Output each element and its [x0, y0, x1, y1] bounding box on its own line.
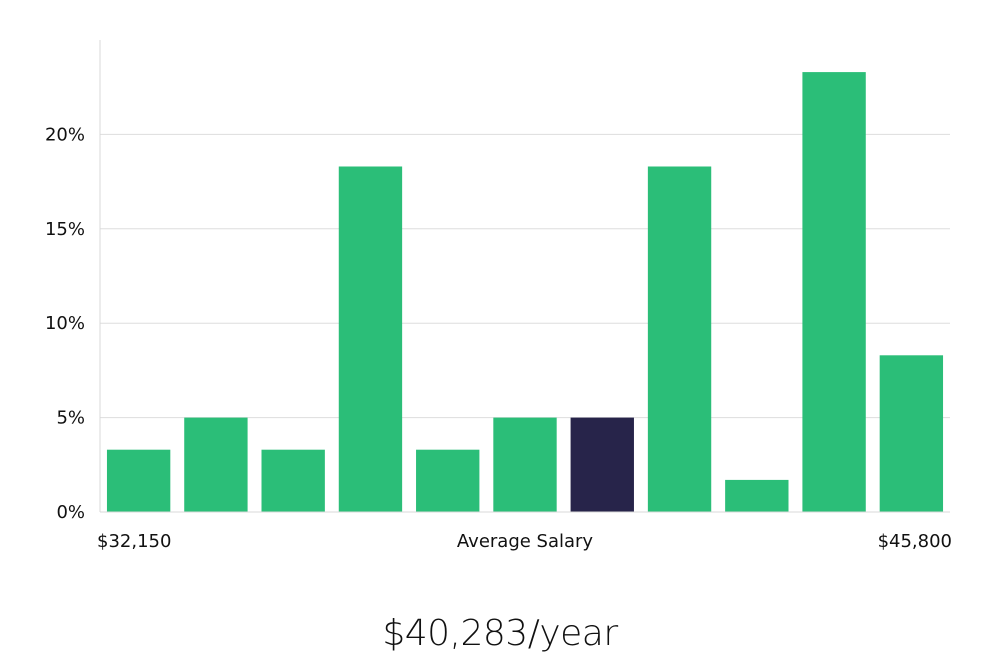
- bar-highlighted: [570, 417, 634, 512]
- y-tick-label: 0%: [56, 502, 85, 523]
- chart-svg: 0% 5% 10% 15% 20% $32,150 Average Salary $45,80…: [45, 40, 952, 552]
- bar: [647, 166, 712, 512]
- average-salary-value: $40,283/year: [382, 613, 618, 654]
- bar: [725, 479, 789, 512]
- axis-labels: 0% 5% 10% 15% 20% $32,150 Average Salary $45,80…: [45, 124, 952, 552]
- bar: [338, 166, 403, 512]
- y-tick-label: 20%: [45, 124, 85, 145]
- bars: [106, 72, 944, 512]
- x-min-label: $32,150: [97, 531, 171, 552]
- bar: [184, 417, 248, 512]
- y-tick-label: 15%: [45, 219, 85, 240]
- y-tick-label: 10%: [45, 313, 85, 334]
- bar: [416, 449, 480, 512]
- x-axis-title: Average Salary: [457, 531, 594, 552]
- bar: [493, 417, 557, 512]
- bar: [879, 355, 944, 512]
- axes: [99, 40, 950, 513]
- x-max-label: $45,800: [878, 531, 952, 552]
- bar: [802, 72, 866, 512]
- bar: [106, 449, 171, 512]
- y-tick-label: 5%: [56, 408, 85, 429]
- salary-distribution-chart: 0% 5% 10% 15% 20% $32,150 Average Salary $45,80…: [45, 40, 952, 552]
- bar: [261, 449, 325, 512]
